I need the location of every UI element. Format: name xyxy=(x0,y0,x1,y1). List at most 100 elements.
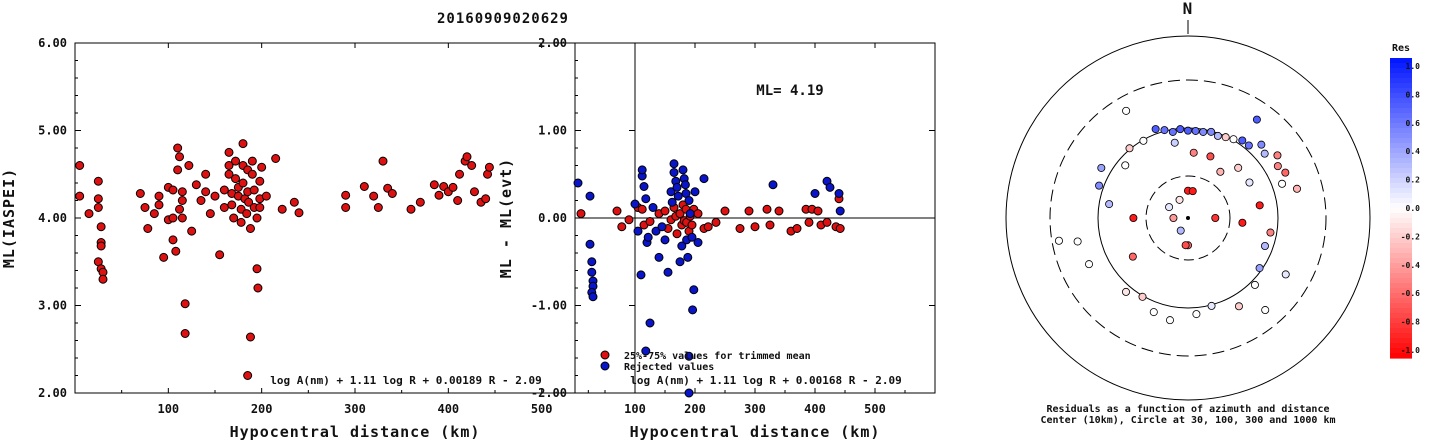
red-data-point xyxy=(252,213,262,223)
colorbar-segment xyxy=(1390,163,1412,169)
blue-data-point xyxy=(689,285,699,295)
y-tick-label: 0.00 xyxy=(538,211,567,225)
red-data-point xyxy=(481,194,491,204)
y-tick-label: 4.00 xyxy=(38,211,67,225)
polar-data-point xyxy=(1160,126,1169,135)
polar-data-point xyxy=(1278,179,1287,188)
blue-data-point xyxy=(825,182,835,192)
panel1-ylabel: ML(IASPEI) xyxy=(0,168,18,268)
blue-data-point xyxy=(654,252,664,262)
polar-data-point xyxy=(1168,127,1177,136)
colorbar-tick-label: -0.4 xyxy=(1401,261,1420,270)
red-data-point xyxy=(387,189,397,198)
red-data-point xyxy=(238,178,248,188)
red-data-point xyxy=(703,222,713,232)
red-data-point xyxy=(177,213,187,223)
colorbar-segment xyxy=(1390,103,1412,109)
colorbar-segment xyxy=(1390,348,1412,354)
polar-data-point xyxy=(1207,301,1216,310)
blue-data-point xyxy=(648,203,658,212)
red-data-point xyxy=(257,162,267,172)
blue-data-point xyxy=(672,182,682,192)
colorbar-segment xyxy=(1390,63,1412,69)
red-data-point xyxy=(289,197,299,207)
colorbar-segment xyxy=(1390,238,1412,244)
blue-data-point xyxy=(663,267,673,277)
polar-data-point xyxy=(1170,138,1179,147)
red-data-point xyxy=(96,222,106,232)
colorbar-segment xyxy=(1390,283,1412,289)
y-tick-label: 6.00 xyxy=(38,36,67,50)
azimuth-polar-panel: N Residuals as a function of azimuth and… xyxy=(1005,0,1371,426)
red-data-point xyxy=(173,165,183,175)
blue-data-point xyxy=(688,305,698,315)
red-data-point xyxy=(177,196,187,205)
colorbar-segment xyxy=(1390,133,1412,139)
y-tick-label: 1.00 xyxy=(538,124,567,138)
x-tick-label: 400 xyxy=(437,402,459,416)
red-data-point xyxy=(168,185,178,195)
blue-data-point xyxy=(675,257,685,267)
red-data-point xyxy=(154,200,164,210)
blue-data-point xyxy=(660,235,670,245)
red-data-point xyxy=(359,182,369,191)
blue-data-point xyxy=(643,232,653,242)
blue-data-point xyxy=(645,318,655,328)
red-data-point xyxy=(243,371,253,380)
red-data-point xyxy=(660,206,670,216)
colorbar-tick-label: -0.2 xyxy=(1401,232,1420,241)
polar-data-point xyxy=(1181,241,1190,250)
colorbar-segment xyxy=(1390,83,1412,89)
red-data-point xyxy=(140,203,150,212)
colorbar-segment xyxy=(1390,233,1412,239)
polar-data-point xyxy=(1250,280,1259,289)
polar-data-point xyxy=(1238,218,1247,227)
colorbar-segment xyxy=(1390,98,1412,104)
polar-data-point xyxy=(1273,151,1282,160)
colorbar-segment xyxy=(1390,268,1412,274)
colorbar-segment xyxy=(1390,293,1412,299)
polar-data-point xyxy=(1121,161,1130,170)
polar-data-point xyxy=(1085,260,1094,269)
colorbar-segment xyxy=(1390,118,1412,124)
red-data-point xyxy=(744,206,754,216)
colorbar-segment xyxy=(1390,278,1412,284)
polar-data-point xyxy=(1121,287,1130,296)
red-data-point xyxy=(93,194,103,204)
red-data-point xyxy=(624,215,634,225)
colorbar-segment xyxy=(1390,253,1412,259)
colorbar-segment xyxy=(1390,353,1412,359)
colorbar-segment xyxy=(1390,153,1412,159)
colorbar-segment xyxy=(1390,273,1412,279)
red-data-point xyxy=(469,187,479,197)
red-data-point xyxy=(672,229,682,239)
colorbar-segment xyxy=(1390,188,1412,194)
red-data-point xyxy=(822,217,832,227)
colorbar-segment xyxy=(1390,73,1412,79)
blue-data-point xyxy=(684,388,694,398)
colorbar-segment xyxy=(1390,68,1412,74)
x-tick-label: 100 xyxy=(157,402,179,416)
red-data-point xyxy=(135,189,145,198)
polar-data-point xyxy=(1221,133,1230,142)
panel2-xlabel: Hypocentral distance (km) xyxy=(630,423,881,441)
polar-data-point xyxy=(1234,302,1243,311)
colorbar-segment xyxy=(1390,78,1412,84)
blue-data-point xyxy=(673,191,683,201)
red-data-point xyxy=(255,203,265,212)
red-data-point xyxy=(245,332,255,342)
red-data-point xyxy=(171,246,181,256)
polar-caption-line1: Residuals as a function of azimuth and d… xyxy=(1047,403,1330,415)
red-data-point xyxy=(154,191,164,201)
blue-data-point xyxy=(684,351,694,361)
colorbar-segment xyxy=(1390,303,1412,309)
colorbar-ticks: 1.0 0.8 0.6 0.4 0.2 0.0 -0.2 -0.4 -0.6 -0.8 -1.0 xyxy=(1401,62,1420,355)
residual-distance-panel: 100 200 300 400 500 -2.00 -1.00 0.00 1.00 2.00 Hy… xyxy=(497,36,936,441)
red-data-point xyxy=(247,169,257,179)
red-data-point xyxy=(173,143,183,153)
red-data-point xyxy=(149,209,159,219)
figure-title: 20160909020629 xyxy=(437,11,569,27)
blue-data-point xyxy=(680,180,690,190)
colorbar-segment xyxy=(1390,318,1412,324)
polar-data-point xyxy=(1184,126,1193,135)
